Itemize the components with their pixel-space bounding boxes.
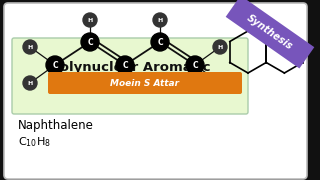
Text: Synthesis: Synthesis [245, 13, 295, 51]
Circle shape [151, 33, 169, 51]
Text: C: C [87, 37, 93, 46]
Text: Polynuclear Aromatic
Hydrocarbons: Polynuclear Aromatic Hydrocarbons [50, 60, 210, 91]
Circle shape [186, 56, 204, 74]
FancyBboxPatch shape [12, 38, 248, 114]
Circle shape [23, 76, 37, 90]
Text: Moein S Attar: Moein S Attar [110, 78, 180, 87]
Circle shape [116, 56, 134, 74]
Text: C: C [122, 60, 128, 69]
Circle shape [213, 40, 227, 54]
Circle shape [213, 76, 227, 90]
Text: C: C [192, 60, 198, 69]
FancyBboxPatch shape [48, 72, 242, 94]
Circle shape [81, 33, 99, 51]
Text: H: H [217, 44, 223, 50]
FancyBboxPatch shape [4, 3, 307, 179]
Text: Naphthalene: Naphthalene [18, 118, 94, 132]
Text: C: C [52, 60, 58, 69]
Circle shape [23, 40, 37, 54]
Text: H: H [157, 17, 163, 22]
Text: H: H [28, 80, 33, 86]
Circle shape [153, 13, 167, 27]
Text: H: H [28, 44, 33, 50]
Text: $\mathrm{C_{10}H_8}$: $\mathrm{C_{10}H_8}$ [18, 135, 51, 149]
Text: C: C [157, 37, 163, 46]
Text: H: H [217, 80, 223, 86]
Circle shape [83, 13, 97, 27]
Polygon shape [226, 0, 314, 68]
Text: H: H [87, 17, 92, 22]
Circle shape [46, 56, 64, 74]
